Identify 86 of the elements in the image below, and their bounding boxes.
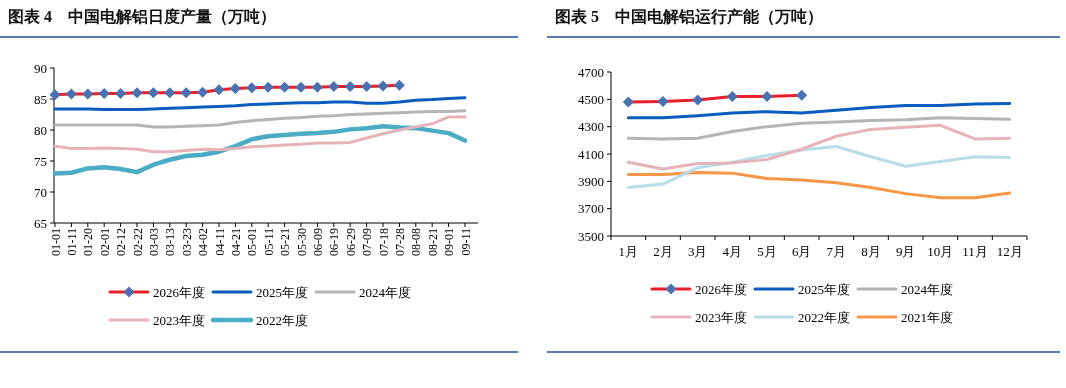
point: [311, 81, 323, 93]
legend-label: 2025年度: [798, 282, 850, 297]
legend-label: 2025年度: [256, 285, 308, 300]
point: [49, 89, 61, 101]
y-tick-label: 4500: [578, 91, 604, 107]
y-tick-label: 3700: [578, 201, 604, 217]
point: [82, 88, 94, 100]
x-tick-label: 7月: [826, 244, 847, 259]
chart-title: 图表 4 中国电解铝日度产量（万吨）: [8, 7, 276, 26]
y-tick-label: 75: [34, 153, 47, 169]
x-tick-label: 5月: [757, 244, 777, 259]
x-tick-label: 07-09: [360, 228, 375, 256]
legend-label: 2026年度: [153, 285, 205, 300]
x-tick-label: 05-21: [278, 228, 293, 256]
legend-label: 2022年度: [256, 313, 308, 328]
legend-label: 2021年度: [901, 310, 953, 325]
point: [197, 86, 209, 98]
x-tick-label: 05-01: [245, 228, 260, 256]
point: [295, 81, 307, 93]
point: [377, 80, 389, 92]
x-tick-label: 09-11: [458, 228, 473, 256]
x-tick-label: 03-23: [179, 228, 194, 256]
legend-label: 2026年度: [695, 282, 747, 297]
point: [262, 81, 274, 93]
x-tick-label: 2月: [653, 244, 673, 259]
x-tick-label: 04-21: [228, 228, 243, 256]
point: [164, 87, 176, 99]
point: [361, 81, 373, 93]
point: [229, 82, 241, 94]
point: [98, 87, 110, 99]
x-tick-label: 9月: [895, 244, 916, 259]
x-tick-label: 8月: [861, 244, 881, 259]
x-tick-label: 04-02: [196, 228, 211, 256]
point: [393, 79, 405, 91]
x-tick-label: 02-12: [114, 228, 129, 256]
x-tick-label: 04-11: [212, 228, 227, 256]
x-tick-label: 08-21: [425, 228, 440, 256]
y-tick-label: 70: [34, 184, 47, 200]
x-tick-label: 02-22: [130, 228, 145, 256]
point: [115, 87, 127, 99]
chart-title: 图表 5 中国电解铝运行产能（万吨）: [555, 8, 823, 26]
point: [279, 81, 291, 93]
x-tick-label: 09-01: [442, 228, 457, 256]
y-tick-label: 80: [34, 122, 47, 138]
y-tick-label: 4700: [578, 64, 604, 80]
x-tick-label: 3月: [687, 244, 708, 259]
legend-label: 2023年度: [153, 313, 205, 328]
x-tick-label: 03-13: [163, 228, 178, 256]
x-tick-label: 08-08: [409, 228, 424, 256]
x-tick-label: 07-18: [376, 228, 391, 256]
x-tick-label: 06-29: [343, 228, 358, 256]
x-tick-label: 01-01: [48, 228, 63, 256]
x-tick-label: 01-20: [81, 228, 96, 256]
y-tick-label: 90: [34, 60, 47, 76]
x-tick-label: 12月: [996, 244, 1023, 259]
x-tick-label: 05-30: [294, 228, 309, 256]
x-tick-label: 03-03: [146, 228, 161, 256]
point: [246, 82, 258, 94]
y-tick-label: 3500: [578, 228, 604, 244]
point: [328, 81, 340, 93]
point: [131, 87, 143, 99]
x-tick-label: 02-01: [97, 228, 112, 256]
x-tick-label: 11月: [962, 244, 988, 259]
legend-label: 2024年度: [901, 282, 953, 297]
y-tick-label: 3900: [578, 173, 604, 189]
x-tick-label: 4月: [722, 244, 743, 259]
legend-label: 2023年度: [695, 310, 747, 325]
point: [65, 88, 77, 100]
point: [213, 84, 225, 96]
x-tick-label: 07-28: [392, 228, 407, 256]
point: [180, 87, 192, 99]
legend-label: 2024年度: [359, 285, 411, 300]
point: [147, 87, 159, 99]
y-tick-label: 65: [34, 215, 47, 231]
x-tick-label: 6月: [791, 244, 812, 259]
y-tick-label: 85: [34, 91, 47, 107]
x-tick-label: 1月: [618, 244, 639, 259]
x-tick-label: 06-19: [327, 228, 342, 256]
y-tick-label: 4100: [578, 146, 604, 162]
x-tick-label: 01-11: [64, 228, 79, 256]
x-tick-label: 10月: [927, 244, 954, 259]
x-tick-label: 05-11: [261, 228, 276, 256]
legend-label: 2022年度: [798, 310, 850, 325]
point: [344, 81, 356, 93]
x-tick-label: 06-09: [310, 228, 325, 256]
y-tick-label: 4300: [578, 119, 604, 135]
